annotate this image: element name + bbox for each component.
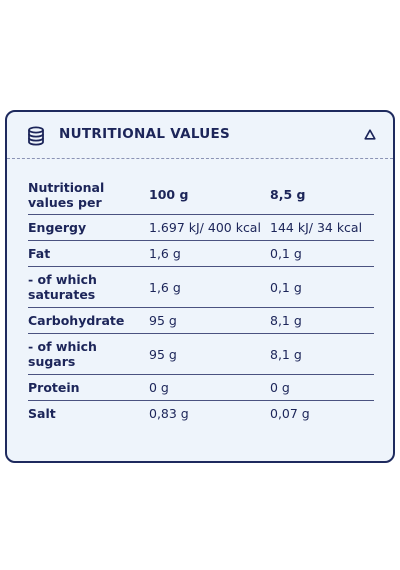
- table-row: Salt 0,83 g 0,07 g: [28, 400, 374, 426]
- nutrition-table: Nutritional values per 100 g 8,5 g Engergy 1…: [28, 174, 374, 426]
- table-row: Nutritional values per 100 g 8,5 g: [28, 174, 374, 215]
- cell-value: 0,1 g: [270, 266, 374, 308]
- table-row: Carbohydrate 95 g 8,1 g: [28, 307, 374, 334]
- collapse-toggle[interactable]: [364, 129, 376, 140]
- cell-value: 1.697 kJ/ 400 kcal: [149, 214, 270, 241]
- table-row: - of which saturates 1,6 g 0,1 g: [28, 266, 374, 308]
- table-row: Fat 1,6 g 0,1 g: [28, 240, 374, 267]
- cell-value: 0 g: [149, 374, 270, 401]
- coins-icon: [28, 126, 44, 146]
- cell-value: 8,1 g: [270, 333, 374, 375]
- row-label: - of which sugars: [28, 333, 149, 375]
- row-label: Protein: [28, 374, 149, 401]
- cell-value: 0,07 g: [270, 400, 374, 426]
- row-label: Salt: [28, 400, 149, 426]
- nutrition-card: NUTRITIONAL VALUES Nutritional values pe…: [5, 110, 395, 463]
- row-label: Carbohydrate: [28, 307, 149, 334]
- cell-value: 1,6 g: [149, 266, 270, 308]
- cell-value: 1,6 g: [149, 240, 270, 267]
- cell-value: 95 g: [149, 333, 270, 375]
- cell-value: 100 g: [149, 187, 189, 202]
- row-label: - of which saturates: [28, 266, 149, 308]
- card-header[interactable]: NUTRITIONAL VALUES: [7, 112, 393, 159]
- row-label: Engergy: [28, 214, 149, 241]
- table-row: - of which sugars 95 g 8,1 g: [28, 333, 374, 375]
- section-title: NUTRITIONAL VALUES: [59, 126, 231, 142]
- cell-value: 0,1 g: [270, 240, 374, 267]
- cell-value: 144 kJ/ 34 kcal: [270, 214, 374, 241]
- table-row: Engergy 1.697 kJ/ 400 kcal 144 kJ/ 34 kcal: [28, 214, 374, 241]
- cell-value: 0,83 g: [149, 400, 270, 426]
- cell-value: 8,5 g: [270, 187, 306, 202]
- cell-value: 8,1 g: [270, 307, 374, 334]
- row-label: Nutritional values per: [28, 179, 105, 210]
- row-label: Fat: [28, 240, 149, 267]
- cell-value: 0 g: [270, 374, 374, 401]
- cell-value: 95 g: [149, 307, 270, 334]
